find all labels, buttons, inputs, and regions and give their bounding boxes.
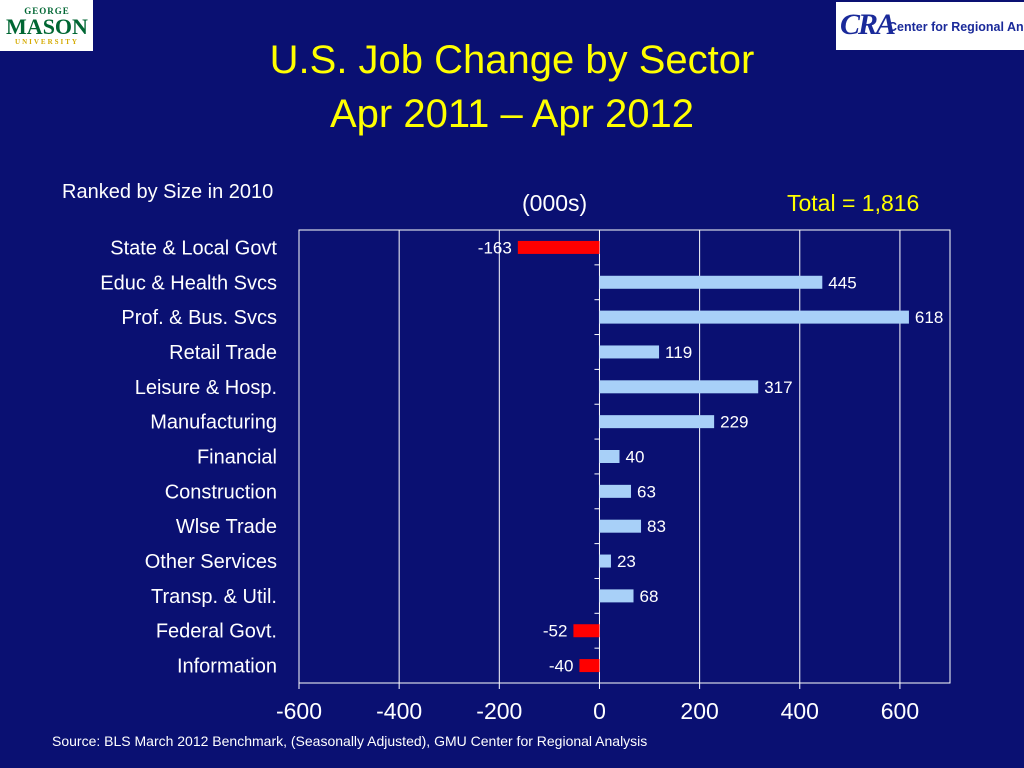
- cra-mark: CRA: [840, 8, 896, 41]
- source-note: Source: BLS March 2012 Benchmark, (Seaso…: [52, 733, 648, 749]
- bar: [599, 275, 823, 289]
- bar: [599, 484, 632, 498]
- data-label: 83: [647, 517, 666, 536]
- category-label: Leisure & Hosp.: [135, 377, 277, 399]
- data-label: 40: [625, 448, 644, 467]
- category-label: Other Services: [145, 551, 277, 573]
- x-tick-label: 200: [680, 698, 718, 724]
- category-label: Transp. & Util.: [151, 586, 277, 608]
- data-label: 229: [720, 413, 748, 432]
- category-label: Manufacturing: [150, 412, 277, 434]
- bar: [579, 659, 600, 673]
- units-label: (000s): [522, 190, 588, 216]
- category-label: Construction: [165, 481, 277, 503]
- category-label: Financial: [197, 447, 277, 469]
- data-label: 317: [764, 378, 792, 397]
- chart-subtitle: Ranked by Size in 2010: [62, 181, 274, 203]
- bar: [599, 380, 759, 394]
- x-tick-label: 0: [593, 698, 606, 724]
- plot-frame: [298, 229, 951, 684]
- logo-george-text: GEORGE: [24, 6, 70, 16]
- category-label: Wlse Trade: [176, 516, 277, 538]
- bar: [599, 415, 715, 429]
- category-label: Educ & Health Svcs: [100, 272, 277, 294]
- x-tick-label: 600: [881, 698, 919, 724]
- logo-university-text: UNIVERSITY: [15, 38, 79, 46]
- gmu-logo: GEORGE MASON UNIVERSITY: [0, 0, 93, 51]
- data-label: 68: [640, 587, 659, 606]
- category-label: Retail Trade: [169, 342, 277, 364]
- cra-logo-text: Center for Regional Analysis: [888, 20, 1024, 34]
- data-label: -40: [549, 657, 574, 676]
- chart-title-line2: Apr 2011 – Apr 2012: [330, 92, 694, 136]
- bar: [599, 310, 909, 324]
- cra-logo: CRA Center for Regional Analysis: [836, 2, 1024, 50]
- total-label: Total = 1,816: [787, 190, 920, 216]
- bar: [573, 624, 600, 638]
- x-tick-label: -600: [276, 698, 322, 724]
- x-tick-label: -200: [476, 698, 522, 724]
- data-label: 23: [617, 552, 636, 571]
- category-label: Federal Govt.: [156, 621, 277, 643]
- data-label: 63: [637, 482, 656, 501]
- data-label: -163: [478, 238, 512, 257]
- data-label: -52: [543, 622, 568, 641]
- bar: [599, 450, 620, 463]
- bar: [599, 589, 634, 603]
- category-label: Information: [177, 656, 277, 678]
- bar: [517, 240, 600, 254]
- chart-title-line1: U.S. Job Change by Sector: [269, 38, 755, 82]
- data-label: 618: [915, 308, 943, 327]
- x-tick-label: 400: [781, 698, 819, 724]
- x-tick-label: -400: [376, 698, 422, 724]
- data-label: 445: [828, 273, 856, 292]
- bar: [599, 345, 660, 359]
- bar: [599, 554, 611, 568]
- category-label: Prof. & Bus. Svcs: [121, 307, 277, 329]
- data-label: 119: [665, 343, 692, 362]
- category-label: State & Local Govt: [110, 237, 277, 259]
- logo-mason-text: MASON: [6, 14, 88, 39]
- bar: [599, 519, 642, 533]
